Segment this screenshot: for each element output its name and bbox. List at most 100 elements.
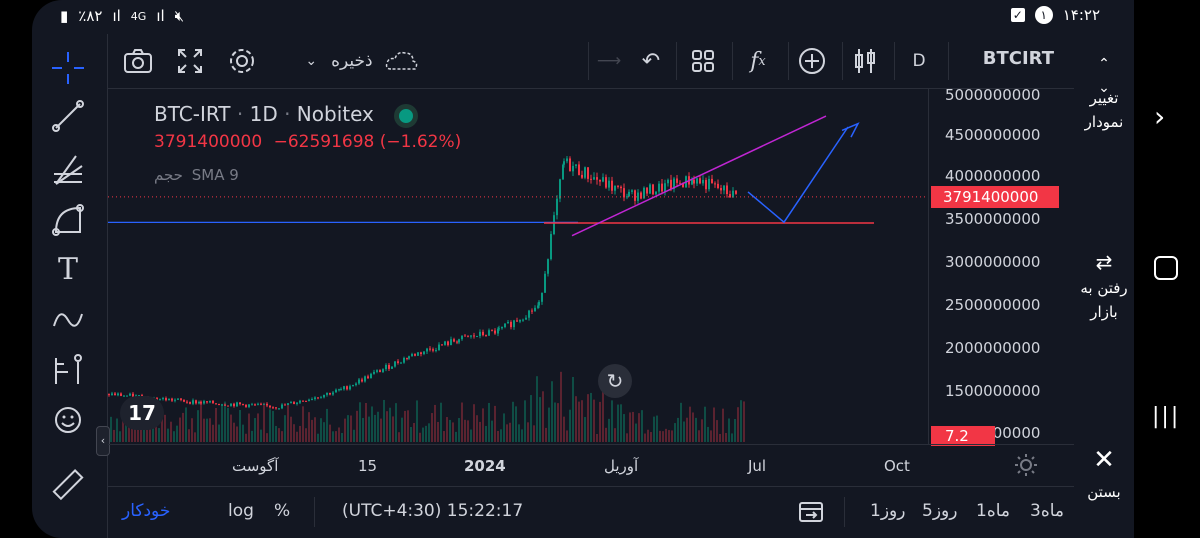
change-chart-button[interactable]: تغییر نمودار <box>1084 89 1124 131</box>
volume-bar <box>308 412 310 442</box>
ruler-icon[interactable] <box>50 468 86 504</box>
tradingview-logo[interactable]: 17 <box>120 396 164 430</box>
measure-icon[interactable] <box>50 352 86 388</box>
volume-bar <box>239 409 241 442</box>
candle-body <box>408 356 410 359</box>
crosshair-icon[interactable] <box>50 50 86 86</box>
volume-bar <box>227 407 229 442</box>
volume-bar <box>725 432 727 442</box>
candle-body <box>461 335 463 340</box>
add-plus-icon[interactable] <box>792 44 832 78</box>
go-to-market-button[interactable]: رفتن به بازار <box>1080 279 1128 321</box>
range-1m-button[interactable]: 1ماه <box>976 501 1011 521</box>
sun-theme-icon[interactable] <box>1014 453 1038 477</box>
range-5d-button[interactable]: 5روز <box>922 501 958 521</box>
range-3m-button[interactable]: 3ماه <box>1030 501 1065 521</box>
volume-bar <box>212 424 214 442</box>
volume-bar <box>254 418 256 442</box>
candle-body <box>227 405 229 407</box>
save-layout-button[interactable]: ⌄ ذخیره <box>272 44 452 78</box>
volume-bar <box>377 411 379 442</box>
redo-icon[interactable]: ⟶ <box>596 51 622 71</box>
volume-bar <box>374 414 376 442</box>
percent-scale-button[interactable]: % <box>274 501 291 521</box>
volume-bar <box>683 421 685 442</box>
candle-body <box>269 405 271 408</box>
volume-bar <box>335 431 337 442</box>
candle-body <box>162 398 164 400</box>
candle-body <box>679 182 681 184</box>
layout-grid-icon[interactable] <box>686 44 720 78</box>
symbol-button[interactable]: BTCIRT <box>982 48 1054 69</box>
close-button[interactable]: بستن <box>1087 483 1121 501</box>
pattern-icon[interactable] <box>50 302 86 338</box>
time-axis[interactable]: آگوست 15 2024 آوریل Jul Oct <box>108 444 1074 487</box>
candle-body <box>453 339 455 342</box>
volume-bar <box>500 429 502 442</box>
swap-arrows-icon[interactable]: ⇄ <box>1095 250 1113 274</box>
candles-icon[interactable] <box>848 44 882 78</box>
time-label: Oct <box>884 457 910 475</box>
shapes-icon[interactable] <box>50 202 86 238</box>
volume-bar <box>224 401 226 442</box>
candle-body <box>180 398 182 400</box>
volume-bar <box>692 412 694 442</box>
text-tool-icon[interactable]: T <box>57 252 78 287</box>
volume-bar <box>581 400 583 442</box>
candle-body <box>559 179 561 199</box>
candle-body <box>628 191 630 197</box>
candle-body <box>192 400 194 404</box>
auto-scale-button[interactable]: خودکار <box>122 501 171 521</box>
chart-pane[interactable]: BTC-IRT · 1D · Nobitex 3791400000 −62591… <box>108 88 928 444</box>
market-status-dot <box>394 103 419 128</box>
volume-bar <box>365 402 367 442</box>
candle-body <box>367 376 369 379</box>
volume-bar <box>572 376 574 442</box>
price-axis[interactable]: 5000000000 4500000000 4000000000 3500000… <box>928 86 1075 446</box>
trendline-icon[interactable] <box>50 98 86 134</box>
volume-bar <box>440 402 442 442</box>
collapse-handle[interactable]: ‹ <box>96 426 110 456</box>
timezone-clock[interactable]: (UTC+4:30) 15:22:17 <box>342 501 524 521</box>
volume-bar <box>740 400 742 442</box>
candle-body <box>260 403 262 405</box>
candle-body <box>272 407 274 409</box>
volume-bar <box>383 399 385 442</box>
chevron-right-icon[interactable]: › <box>1154 100 1166 133</box>
close-icon[interactable]: ✕ <box>1093 445 1115 475</box>
date-range-icon[interactable] <box>798 499 824 525</box>
camera-icon[interactable] <box>118 44 158 78</box>
recents-icon[interactable]: ||| <box>1152 404 1181 429</box>
price-label: 5000000000 <box>945 86 1041 104</box>
candle-body <box>349 386 351 390</box>
fib-icon[interactable] <box>50 152 86 188</box>
volume-bar <box>632 411 634 442</box>
fullscreen-icon[interactable] <box>170 44 210 78</box>
interval-button[interactable]: D <box>912 51 926 71</box>
candle-body <box>293 402 295 404</box>
volume-bar <box>437 421 439 442</box>
volume-bar <box>722 408 724 442</box>
emoji-icon[interactable] <box>50 402 86 438</box>
candle-body <box>406 357 408 359</box>
reset-chart-icon[interactable]: ↻ <box>598 364 632 398</box>
volume-bar <box>119 431 121 442</box>
home-icon[interactable] <box>1154 256 1178 280</box>
candle-body <box>275 407 277 409</box>
candle-body <box>335 389 337 393</box>
candle-body <box>473 335 475 337</box>
candle-body <box>661 183 663 192</box>
settings-gear-icon[interactable] <box>222 44 262 78</box>
candle-body <box>364 376 366 382</box>
change-chart-chevron-icon[interactable]: ⌃ ⌄ <box>1098 56 1110 96</box>
candle-body <box>281 404 283 409</box>
legend-symbol: BTC-IRT <box>154 102 231 126</box>
range-1d-button[interactable]: 1روز <box>870 501 906 521</box>
candle-body <box>370 373 372 379</box>
log-scale-button[interactable]: log <box>228 501 254 521</box>
volume-bar <box>728 418 730 442</box>
volume-bar <box>671 430 673 442</box>
battery-level: ٪۸۲ <box>78 7 103 25</box>
undo-icon[interactable]: ↶ <box>641 48 661 74</box>
